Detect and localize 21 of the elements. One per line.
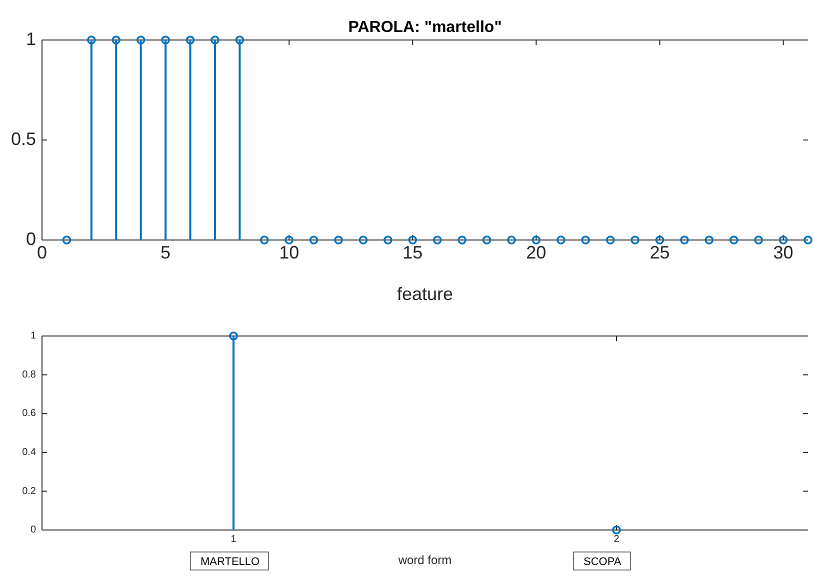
y-tick-label: 0.6 — [22, 408, 36, 420]
x-tick-label: 15 — [402, 242, 423, 262]
text: SCOPA — [584, 556, 622, 568]
x-tick-label: 25 — [650, 242, 670, 262]
y-tick-label: 0.5 — [10, 128, 36, 149]
y-tick-label: 0.4 — [22, 447, 36, 458]
x-tick-label: 20 — [526, 242, 546, 262]
y-tick-label: 1 — [26, 28, 36, 49]
x-tick-label: 5 — [160, 242, 171, 262]
y-tick-label: 0 — [30, 524, 36, 536]
text: MARTELLO — [200, 556, 260, 568]
x-axis-title: word form — [397, 553, 452, 567]
x-tick-label: 2 — [614, 534, 620, 545]
y-tick-label: 0.8 — [22, 369, 36, 380]
x-tick-label: 30 — [773, 242, 794, 262]
y-tick-label: 0.2 — [22, 486, 36, 497]
chart-title: PAROLA: "martello" — [348, 19, 502, 36]
y-tick-label: 0 — [26, 228, 36, 249]
x-tick-label: 10 — [279, 242, 300, 262]
x-axis-title: feature — [396, 284, 454, 304]
y-tick-label: 1 — [30, 330, 36, 342]
